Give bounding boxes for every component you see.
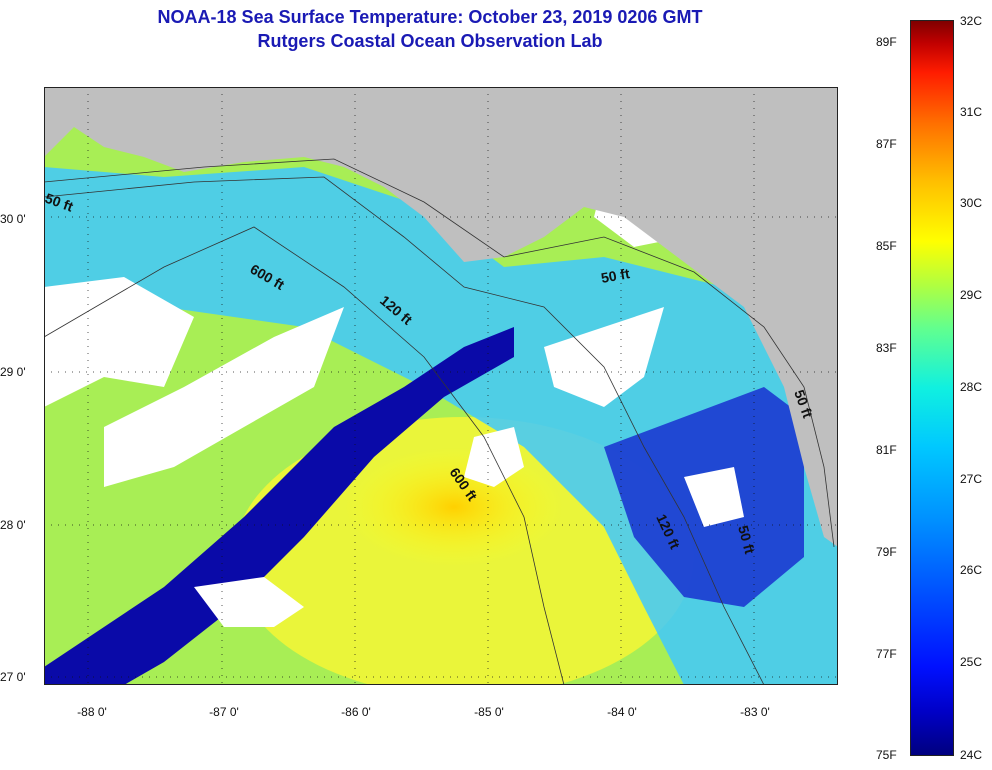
lon-label: -87 0' (209, 705, 239, 719)
page-title: NOAA-18 Sea Surface Temperature: October… (157, 7, 703, 27)
cloud-patch (684, 467, 744, 527)
cloud-patch (194, 577, 304, 627)
colorbar-celsius-label: 25C (960, 655, 983, 669)
colorbar-celsius-label: 26C (960, 563, 983, 577)
lon-label: -83 0' (740, 705, 770, 719)
colorbar-celsius-label: 29C (960, 288, 983, 302)
sst-map: 50 ft 600 ft 120 ft 50 ft 600 ft 120 ft … (44, 87, 838, 685)
colorbar-fahrenheit-label: 87F (876, 137, 897, 151)
colorbar-fahrenheit-label: 77F (876, 647, 897, 661)
contour-label: 50 ft (600, 265, 631, 286)
colorbar-fahrenheit-label: 79F (876, 545, 897, 559)
colorbar-celsius-label: 31C (960, 105, 983, 119)
colorbar-celsius-label: 28C (960, 380, 983, 394)
map-border (44, 87, 838, 685)
contour-line (44, 226, 565, 685)
lat-label: 28 0' (0, 518, 26, 532)
lon-label: -88 0' (77, 705, 107, 719)
colorbar-fahrenheit-label: 85F (876, 239, 897, 253)
cool-streak (44, 327, 514, 685)
land-north (44, 87, 838, 547)
coastal-cyan-band (44, 167, 838, 685)
contour-line (44, 176, 765, 685)
lon-label: -86 0' (341, 705, 371, 719)
colorbar-celsius-label: 32C (960, 14, 983, 28)
page-subtitle: Rutgers Coastal Ocean Observation Lab (257, 31, 603, 51)
colorbar-fahrenheit-label: 75F (876, 748, 897, 762)
colorbar-fahrenheit-label: 89F (876, 35, 897, 49)
lon-label: -85 0' (474, 705, 504, 719)
contour-label: 50 ft (735, 524, 758, 556)
colorbar-celsius-label: 27C (960, 472, 983, 486)
cloud-patch (44, 277, 194, 407)
colorbar-celsius-label: 24C (960, 748, 983, 762)
lat-label: 30 0' (0, 212, 26, 226)
lat-label: 29 0' (0, 365, 26, 379)
lat-label: 27 0' (0, 670, 26, 684)
contour-line (44, 158, 835, 548)
colorbar-fahrenheit-label: 83F (876, 341, 897, 355)
cloud-patch (104, 307, 344, 487)
temperature-colorbar (910, 20, 954, 756)
colorbar-celsius-label: 30C (960, 196, 983, 210)
cloud-patch (544, 307, 664, 407)
lon-label: -84 0' (607, 705, 637, 719)
colorbar-fahrenheit-label: 81F (876, 443, 897, 457)
